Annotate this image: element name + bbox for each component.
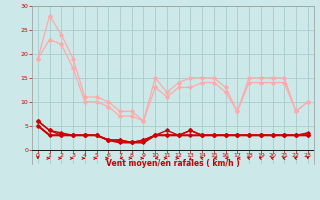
- X-axis label: Vent moyen/en rafales ( km/h ): Vent moyen/en rafales ( km/h ): [106, 159, 240, 168]
